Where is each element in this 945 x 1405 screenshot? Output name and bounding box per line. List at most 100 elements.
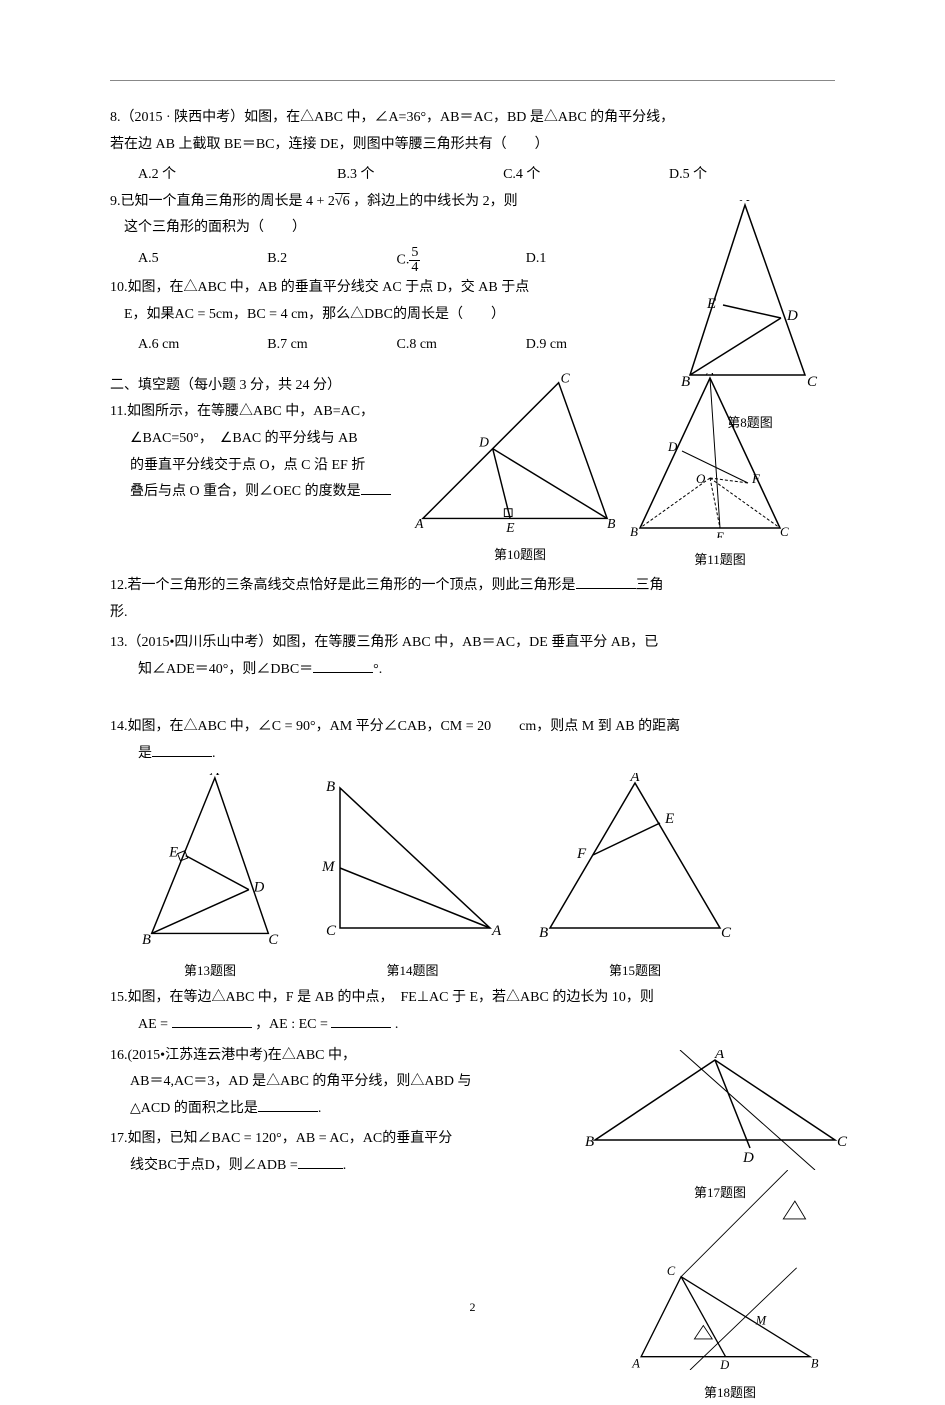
q10-line2: E，如果AC = 5cm，BC = 4 cm，那么△DBC的周长是（ ） <box>96 302 655 329</box>
q13-l2: 知∠ADE＝40°，则∠DBC＝ °. <box>110 657 835 684</box>
q9-line1b: ，斜边上的中线长为 2，则 <box>353 194 518 209</box>
svg-text:D: D <box>786 308 798 324</box>
svg-text:B: B <box>326 779 335 795</box>
figure-11-caption: 第11题图 <box>630 548 810 573</box>
figure-18: A B D C M 第18题图 <box>615 1170 845 1405</box>
q16-l3: △ACD 的面积之比是. <box>102 1096 545 1123</box>
q13-blank <box>313 658 373 673</box>
figure-14: C B A M 第14题图 <box>320 773 505 983</box>
q17-l2: 线交BC于点D，则∠ADB =. <box>102 1153 545 1180</box>
q16-blank <box>258 1097 318 1112</box>
svg-text:D: D <box>478 434 489 449</box>
q11-blank <box>361 480 391 495</box>
q14-l2a: 是 <box>138 746 152 761</box>
svg-text:C: C <box>561 373 571 386</box>
figure-18-caption: 第18题图 <box>615 1381 845 1405</box>
figure-14-svg: C B A M <box>320 773 505 948</box>
q10-opt-c: C.8 cm <box>397 332 526 359</box>
figure-13-svg: A B C D E <box>130 773 290 948</box>
svg-text:C: C <box>837 1134 848 1150</box>
q15-l1: 15.如图，在等边△ABC 中，F 是 AB 的中点， FE⊥AC 于 E，若△… <box>110 985 835 1012</box>
svg-text:F: F <box>576 846 587 862</box>
section-2-title: 二、填空题（每小题 3 分，共 24 分） <box>110 373 410 400</box>
q10-opt-a: A.6 cm <box>138 332 267 359</box>
q11-l1: 11.如图所示，在等腰△ABC 中，AB=AC， <box>110 399 410 426</box>
q12-a: 12.若一个三角形的三条高线交点恰好是此三角形的一个顶点，则此三角形是 <box>110 578 576 593</box>
question-14: 14.如图，在△ABC 中，∠C = 90°，AM 平分∠CAB，CM = 20… <box>110 714 835 767</box>
q15-l2b: ，AE : EC = <box>255 1017 328 1032</box>
svg-text:E: E <box>664 811 674 827</box>
svg-text:E: E <box>168 845 178 861</box>
svg-text:C: C <box>807 374 818 390</box>
svg-text:C: C <box>721 925 732 941</box>
figure-10: A B C D E 第10题图 <box>410 373 630 568</box>
q12-b: 三角 <box>636 578 664 593</box>
figure-15: A B C F E 第15题图 <box>535 773 735 983</box>
figure-15-caption: 第15题图 <box>535 959 735 984</box>
q13-l2b: °. <box>373 662 382 677</box>
q8-opt-c: C.4 个 <box>503 162 669 189</box>
q8-line2: 若在边 AB 上截取 BE＝BC，连接 DE，则图中等腰三角形共有（ ） <box>110 132 835 159</box>
svg-text:A: A <box>209 773 219 779</box>
figure-8: A B C D E 第8题图 <box>665 200 835 435</box>
q10-opt-d: D.9 cm <box>526 332 655 359</box>
svg-text:C: C <box>780 524 789 538</box>
svg-text:O: O <box>696 471 706 486</box>
top-rule <box>110 80 835 81</box>
svg-text:E: E <box>505 520 515 533</box>
q9-opt-a: A.5 <box>138 246 267 275</box>
svg-text:C: C <box>326 923 337 939</box>
svg-text:A: A <box>414 516 424 531</box>
q10-opt-b: B.7 cm <box>267 332 396 359</box>
svg-text:C: C <box>268 932 278 948</box>
q8-opt-a: A.2 个 <box>138 162 337 189</box>
page-number: 2 <box>0 1296 945 1319</box>
svg-text:B: B <box>585 1134 594 1150</box>
svg-text:D: D <box>742 1150 754 1166</box>
figure-13: A B C D E 第13题图 <box>130 773 290 983</box>
svg-text:B: B <box>811 1356 819 1370</box>
q11-l4a: 叠后与点 O 重合，则∠OEC 的度数是 <box>130 484 361 499</box>
svg-text:B: B <box>142 932 151 948</box>
q17-l1: 17.如图，已知∠BAC = 120°，AB = AC，AC的垂直平分 <box>110 1126 545 1153</box>
question-12: 12.若一个三角形的三条高线交点恰好是此三角形的一个顶点，则此三角形是三角 形. <box>110 573 835 626</box>
svg-text:B: B <box>539 925 548 941</box>
q9-opt-d: D.1 <box>526 246 655 275</box>
svg-text:E: E <box>706 296 716 312</box>
q13-l1: 13.（2015•四川乐山中考）如图，在等腰三角形 ABC 中，AB＝AC，DE… <box>110 630 835 657</box>
figure-18-svg: A B D C M <box>615 1170 845 1370</box>
q12-blank <box>576 574 636 589</box>
q8-opt-d: D.5 个 <box>669 162 835 189</box>
q15-blank2 <box>331 1013 391 1028</box>
question-13: 13.（2015•四川乐山中考）如图，在等腰三角形 ABC 中，AB＝AC，DE… <box>110 630 835 683</box>
svg-text:A: A <box>491 923 502 939</box>
q16-l3b: . <box>318 1101 322 1116</box>
figure-10-caption: 第10题图 <box>410 543 630 568</box>
q9-expr: 4 + 2√6 <box>306 194 350 209</box>
q14-blank <box>152 742 212 757</box>
q13-l2a: 知∠ADE＝40°，则∠DBC＝ <box>138 662 313 677</box>
q15-l2a: AE = <box>138 1017 168 1032</box>
svg-text:B: B <box>607 516 615 531</box>
q10-line1: 10.如图，在△ABC 中，AB 的垂直平分线交 AC 于点 D，交 AB 于点 <box>110 275 655 302</box>
svg-text:D: D <box>667 439 678 454</box>
svg-text:A: A <box>714 1050 725 1062</box>
q17-l2a: 线交BC于点D，则∠ADB = <box>130 1158 298 1173</box>
q11-l4: 叠后与点 O 重合，则∠OEC 的度数是 <box>102 479 410 506</box>
q15-l2c: . <box>395 1017 399 1032</box>
q9-line2: 这个三角形的面积为（ ） <box>96 215 655 242</box>
question-8: 8.（2015 · 陕西中考）如图，在△ABC 中，∠A=36°，AB＝AC，B… <box>110 105 835 158</box>
q8-line1: 8.（2015 · 陕西中考）如图，在△ABC 中，∠A=36°，AB＝AC，B… <box>110 105 835 132</box>
q8-options: A.2 个 B.3 个 C.4 个 D.5 个 <box>110 162 835 189</box>
svg-text:F: F <box>751 471 761 486</box>
q16-l2: AB＝4,AC＝3，AD 是△ABC 的角平分线，则△ABD 与 <box>102 1069 545 1096</box>
figure-10-svg: A B C D E <box>410 373 620 533</box>
q15-l2: AE = ，AE : EC = . <box>110 1012 835 1039</box>
svg-text:A: A <box>629 773 640 785</box>
figure-8-svg: A B C D E <box>665 200 835 400</box>
q14-l2b: . <box>212 746 216 761</box>
figure-row-13-14-15: A B C D E 第13题图 C B A M 第14题图 A <box>130 773 835 983</box>
q16-l3a: △ACD 的面积之比是 <box>130 1101 258 1116</box>
question-15: 15.如图，在等边△ABC 中，F 是 AB 的中点， FE⊥AC 于 E，若△… <box>110 985 835 1038</box>
figure-13-caption: 第13题图 <box>130 959 290 984</box>
